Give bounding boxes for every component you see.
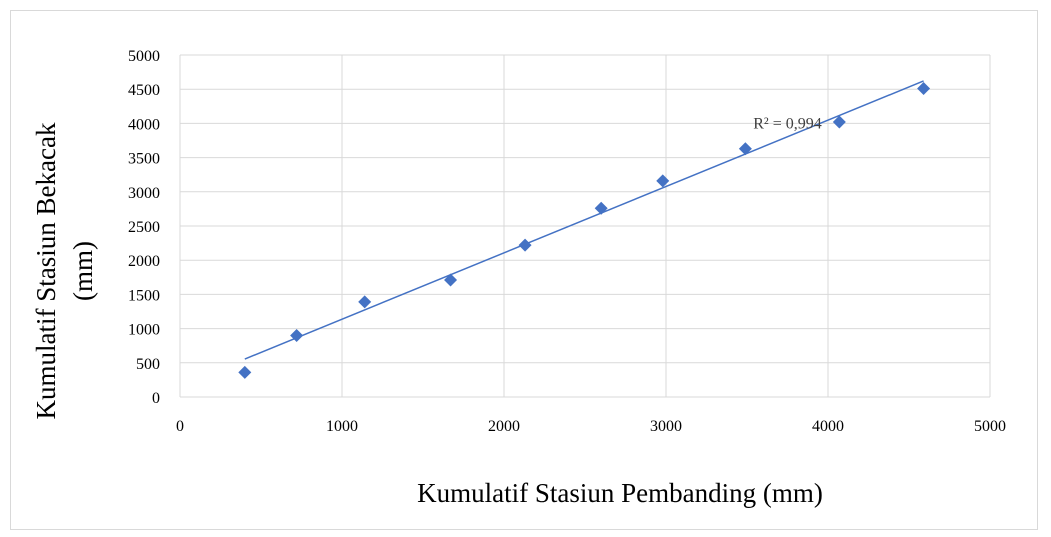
y-axis-title-line-2: (mm) [68, 241, 98, 301]
data-points [238, 82, 931, 379]
x-axis-title: Kumulatif Stasiun Pembanding (mm) [417, 478, 823, 508]
data-point-7 [738, 142, 752, 156]
y-tick-label-2000: 2000 [128, 253, 160, 270]
data-point-5 [594, 201, 608, 215]
y-tick-label-1500: 1500 [128, 287, 160, 304]
y-tick-label-0: 0 [152, 390, 160, 407]
x-tick-label-1000: 1000 [326, 418, 358, 435]
y-tick-label-1000: 1000 [128, 322, 160, 339]
x-tick-label-5000: 5000 [974, 418, 1006, 435]
y-tick-label-500: 500 [136, 356, 160, 373]
data-point-9 [917, 82, 931, 96]
x-tick-label-4000: 4000 [812, 418, 844, 435]
data-point-6 [656, 174, 670, 188]
data-point-3 [444, 273, 458, 287]
y-tick-label-5000: 5000 [128, 48, 160, 65]
data-point-4 [518, 238, 532, 252]
grid [179, 54, 991, 398]
x-tick-label-0: 0 [176, 418, 184, 435]
chart-frame [10, 10, 1038, 530]
y-tick-label-4000: 4000 [128, 116, 160, 133]
data-point-1 [290, 328, 304, 342]
y-tick-label-3000: 3000 [128, 185, 160, 202]
x-tick-labels: 0 1000 2000 3000 4000 5000 [176, 418, 1006, 435]
y-axis-title-line-1: Kumulatif Stasiun Bekacak [31, 122, 61, 419]
trendline-group [244, 80, 924, 360]
data-point-0 [238, 365, 252, 379]
x-tick-label-2000: 2000 [488, 418, 520, 435]
x-tick-label-3000: 3000 [650, 418, 682, 435]
r-squared-annotation: R² = 0,994 [753, 115, 822, 132]
trendline [244, 80, 924, 360]
data-point-8 [832, 115, 846, 129]
y-tick-label-3500: 3500 [128, 151, 160, 168]
y-axis-title: Kumulatif Stasiun Bekacak (mm) [31, 122, 98, 419]
y-tick-labels: 0 500 1000 1500 2000 2500 3000 3500 4000 4500 5000 [128, 48, 160, 407]
data-point-2 [358, 295, 372, 309]
y-tick-label-4500: 4500 [128, 82, 160, 99]
y-tick-label-2500: 2500 [128, 219, 160, 236]
